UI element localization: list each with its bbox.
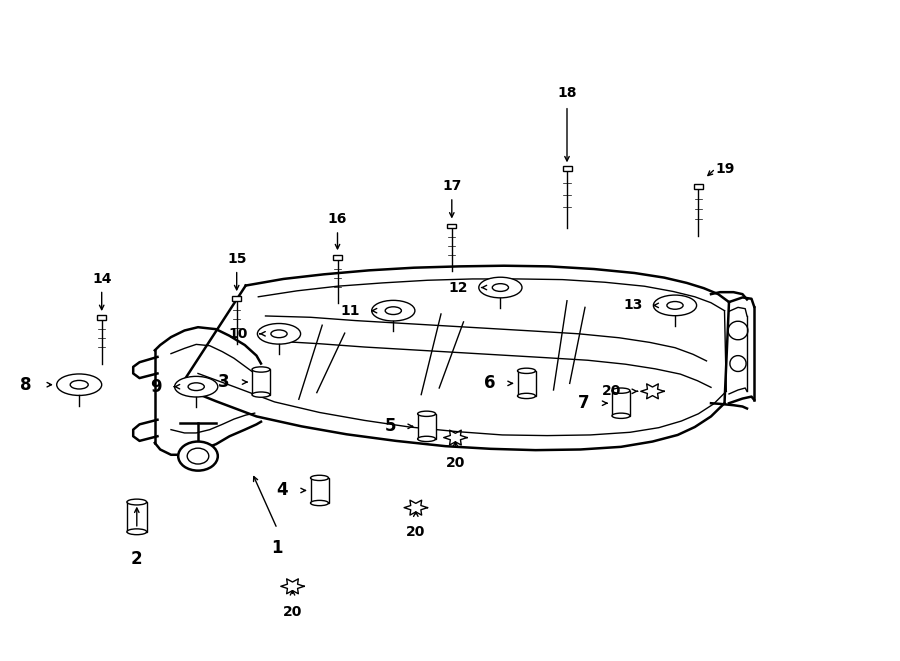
Text: 20: 20: [446, 456, 465, 470]
Bar: [694, 184, 703, 189]
Text: 13: 13: [623, 298, 643, 313]
Text: 20: 20: [406, 525, 426, 539]
Text: 19: 19: [716, 161, 735, 176]
Ellipse shape: [271, 330, 287, 338]
Text: 17: 17: [442, 179, 462, 193]
Ellipse shape: [127, 499, 147, 505]
Text: 15: 15: [227, 252, 247, 266]
Ellipse shape: [479, 277, 522, 298]
Ellipse shape: [252, 367, 270, 372]
Text: 10: 10: [228, 327, 248, 341]
Ellipse shape: [418, 436, 436, 442]
Circle shape: [178, 442, 218, 471]
Text: 5: 5: [384, 417, 396, 436]
Text: 1: 1: [272, 539, 283, 557]
Text: 2: 2: [131, 550, 142, 568]
Ellipse shape: [175, 376, 218, 397]
Ellipse shape: [492, 284, 508, 292]
Text: 20: 20: [283, 605, 302, 619]
Bar: [252, 369, 270, 395]
Ellipse shape: [188, 383, 204, 391]
Text: 6: 6: [483, 374, 495, 393]
Bar: [127, 502, 147, 531]
Ellipse shape: [653, 295, 697, 316]
Text: 11: 11: [340, 303, 360, 318]
Text: 20: 20: [601, 384, 621, 399]
Text: 8: 8: [20, 375, 32, 394]
Ellipse shape: [518, 368, 536, 373]
Ellipse shape: [667, 301, 683, 309]
Ellipse shape: [310, 500, 328, 506]
Text: 9: 9: [150, 377, 162, 396]
Ellipse shape: [518, 393, 536, 399]
Ellipse shape: [385, 307, 401, 315]
Text: 18: 18: [557, 87, 577, 100]
Ellipse shape: [257, 323, 301, 344]
Ellipse shape: [310, 475, 328, 481]
Ellipse shape: [252, 392, 270, 397]
Bar: [418, 414, 436, 439]
Circle shape: [187, 448, 209, 464]
Bar: [232, 296, 241, 301]
Ellipse shape: [612, 413, 630, 418]
Text: 12: 12: [448, 280, 468, 295]
Bar: [518, 371, 536, 396]
Ellipse shape: [372, 300, 415, 321]
Text: 3: 3: [218, 373, 230, 391]
Ellipse shape: [57, 374, 102, 395]
Bar: [612, 391, 630, 416]
Bar: [333, 255, 342, 260]
Bar: [310, 478, 328, 503]
Bar: [447, 223, 456, 228]
Ellipse shape: [70, 381, 88, 389]
Bar: [97, 315, 106, 319]
Text: 7: 7: [578, 394, 590, 412]
Text: 14: 14: [92, 272, 112, 286]
Ellipse shape: [418, 411, 436, 416]
Ellipse shape: [127, 529, 147, 535]
Text: 16: 16: [328, 212, 347, 226]
Text: 4: 4: [276, 481, 288, 500]
Ellipse shape: [612, 388, 630, 393]
Bar: [562, 166, 572, 171]
